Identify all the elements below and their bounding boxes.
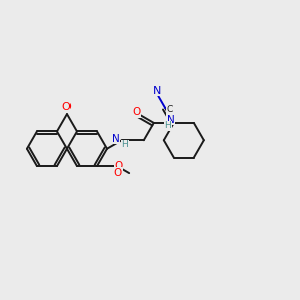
Text: H: H (121, 140, 128, 149)
Text: O: O (113, 168, 122, 178)
Text: N: N (153, 86, 161, 96)
Text: O: O (63, 102, 71, 112)
Text: O: O (133, 107, 141, 117)
Text: O: O (61, 102, 70, 112)
Text: H: H (164, 122, 171, 130)
Text: C: C (167, 105, 173, 114)
Text: N: N (167, 115, 175, 125)
Text: N: N (112, 134, 119, 144)
Text: O: O (114, 161, 123, 171)
